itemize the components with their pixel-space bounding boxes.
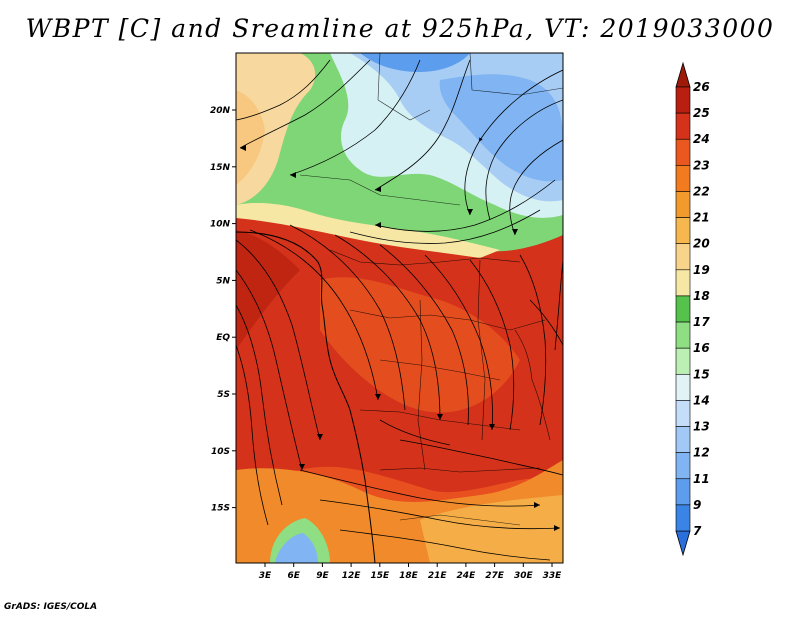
- lat-tick-label: 15S: [211, 504, 230, 514]
- colorbar-bin: [675, 165, 691, 192]
- colorbar-label: 16: [693, 341, 710, 355]
- colorbar-bin: [675, 478, 691, 506]
- lat-tick-label: 5N: [216, 276, 230, 286]
- grads-credit: GrADS: IGES/COLA: [4, 602, 98, 612]
- lat-tick-label: 15N: [210, 163, 231, 173]
- colorbar-bin: [675, 243, 691, 271]
- colorbar-label: 17: [693, 315, 710, 329]
- colorbar-bin: [675, 347, 691, 375]
- latitude-labels: 20N 15N 10N 5N EQ 5S 10S 15S: [210, 106, 231, 514]
- lat-tick-label: 10S: [211, 447, 230, 457]
- streamlines: [236, 59, 563, 561]
- lon-tick-label: 30E: [514, 571, 534, 581]
- wbpt-field-19: [236, 202, 500, 258]
- map-title: WBPT [C] and Sreamline at 925hPa, VT: 20…: [25, 14, 775, 43]
- colorbar-bin: [675, 373, 691, 401]
- lon-tick-label: 21E: [428, 571, 448, 581]
- map-frame: [235, 52, 564, 564]
- colorbar-label: 7: [693, 524, 702, 538]
- colorbar-label: 14: [693, 393, 710, 407]
- map-plot-area: [236, 53, 563, 563]
- coastlines: [236, 60, 376, 563]
- colorbar-label: 24: [693, 132, 710, 146]
- colorbar-label: 21: [693, 211, 710, 225]
- colorbar-bin: [675, 86, 691, 114]
- lat-tick-label: EQ: [216, 333, 230, 343]
- colorbar-label: 15: [693, 367, 710, 381]
- colorbar-label: 25: [693, 106, 710, 120]
- wbpt-field-12: [275, 533, 318, 563]
- lat-tick-label: 5S: [217, 390, 230, 400]
- streamline-arrows: [240, 145, 560, 531]
- colorbar-label: 12: [693, 446, 710, 460]
- lon-tick-label: 6E: [287, 571, 300, 581]
- lon-tick-label: 9E: [316, 571, 329, 581]
- lon-tick-label: 33E: [543, 571, 563, 581]
- colorbar-bin: [675, 426, 691, 453]
- lon-tick-label: 27E: [485, 571, 505, 581]
- colorbar-bin: [675, 269, 691, 297]
- axis-ticks: [232, 109, 553, 567]
- colorbar-bin: [675, 400, 691, 427]
- colorbar-label: 13: [693, 420, 710, 434]
- colorbar-bin: [675, 504, 691, 532]
- colorbar-bottom-triangle: [675, 530, 691, 557]
- colorbar-label: 20: [693, 237, 710, 251]
- colorbar-bin: [675, 295, 691, 323]
- lat-tick-label: 20N: [210, 106, 231, 116]
- colorbar-bin: [675, 452, 691, 480]
- wbpt-field-12b: [439, 74, 563, 182]
- colorbar: 26 25 24 23 22 21 20 19 18 17 16 15 14 13 12 11 9 7: [675, 61, 710, 557]
- lon-tick-label: 15E: [370, 571, 390, 581]
- lon-tick-label: 24E: [457, 571, 477, 581]
- colorbar-top-triangle: [675, 61, 691, 88]
- colorbar-label: 11: [693, 472, 710, 486]
- lon-tick-label: 18E: [399, 571, 419, 581]
- lat-tick-label: 10N: [210, 220, 231, 230]
- longitude-labels: 3E 6E 9E 12E 15E 18E 21E 24E 27E 30E 33E: [259, 571, 562, 581]
- colorbar-label: 22: [693, 184, 710, 198]
- colorbar-bin: [675, 217, 691, 245]
- colorbar-bin: [675, 112, 691, 140]
- colorbar-label: 23: [693, 158, 710, 172]
- wbpt-field-24: [320, 277, 520, 413]
- wbpt-field-21: [420, 495, 563, 563]
- wbpt-field-11: [360, 53, 470, 72]
- colorbar-label: 9: [693, 498, 701, 512]
- colorbar-label: 18: [693, 289, 710, 303]
- colorbar-label: 26: [693, 80, 710, 94]
- wbpt-field-26: [236, 230, 300, 350]
- wbpt-field-20: [236, 53, 316, 205]
- lon-tick-label: 3E: [259, 571, 272, 581]
- colorbar-bin: [675, 138, 691, 166]
- lon-tick-label: 12E: [342, 571, 362, 581]
- colorbar-bin: [675, 191, 691, 218]
- colorbar-label: 19: [693, 263, 710, 277]
- colorbar-bin: [675, 321, 691, 349]
